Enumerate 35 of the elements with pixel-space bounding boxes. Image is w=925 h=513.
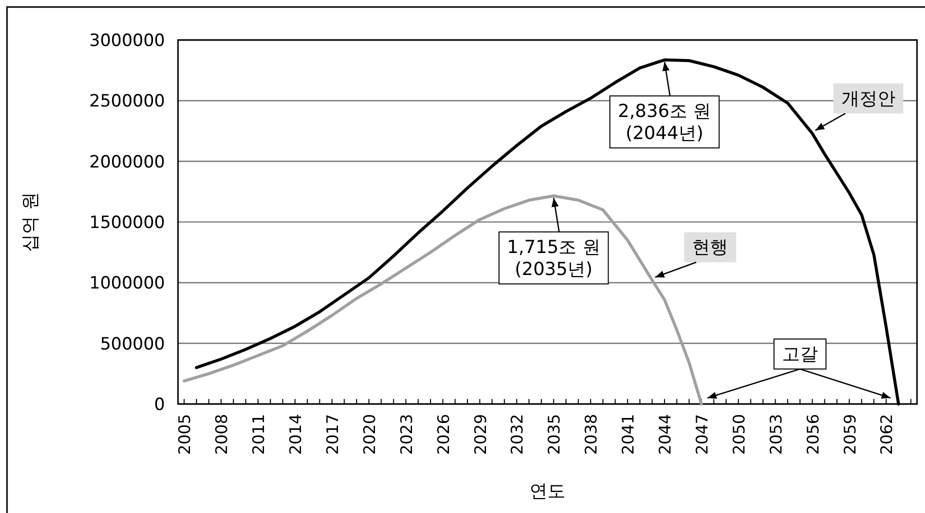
y-tick-label: 0	[154, 395, 165, 415]
annotation: 2,836조 원 (2044년)	[618, 100, 712, 144]
annotation: 1,715조 원 (2035년)	[507, 236, 600, 280]
annotation: 1,715조 원 (2035년)	[498, 231, 609, 284]
y-axis-title: 십억 원	[20, 192, 41, 252]
y-tick-label: 1500000	[89, 213, 165, 233]
x-tick-label: 2005	[175, 414, 194, 455]
x-tick-label: 2044	[656, 414, 675, 455]
x-tick-label: 2029	[470, 414, 490, 455]
x-tick-label: 2059	[840, 414, 860, 455]
x-tick-label: 2014	[286, 414, 306, 455]
x-tick-label: 2017	[322, 414, 342, 455]
x-tick-label: 2038	[582, 414, 601, 455]
y-tick-label: 2500000	[89, 92, 165, 112]
annotation: 고갈	[782, 344, 818, 365]
x-tick-label: 2035	[544, 414, 564, 455]
x-tick-label: 2056	[803, 414, 822, 455]
y-tick-label: 3000000	[89, 31, 165, 51]
x-tick-label: 2041	[618, 414, 638, 455]
y-tick-label: 1000000	[89, 274, 165, 294]
x-tick-label: 2032	[508, 414, 527, 455]
x-tick-label: 2008	[212, 414, 232, 455]
x-tick-label: 2047	[692, 414, 712, 455]
annotation: 2,836조 원 (2044년)	[609, 95, 720, 148]
y-tick-label: 2000000	[89, 152, 165, 172]
x-tick-label: 2062	[877, 414, 896, 455]
x-tick-label: 2026	[434, 414, 453, 455]
y-tick-label: 500000	[100, 334, 165, 354]
x-tick-label: 2011	[249, 414, 268, 455]
x-tick-label: 2050	[729, 414, 748, 455]
x-tick-label: 2020	[360, 414, 379, 455]
x-tick-label: 2023	[396, 414, 416, 455]
x-tick-label: 2053	[766, 414, 786, 455]
x-axis-title: 연도	[530, 481, 566, 502]
annotation: 고갈	[774, 338, 826, 370]
